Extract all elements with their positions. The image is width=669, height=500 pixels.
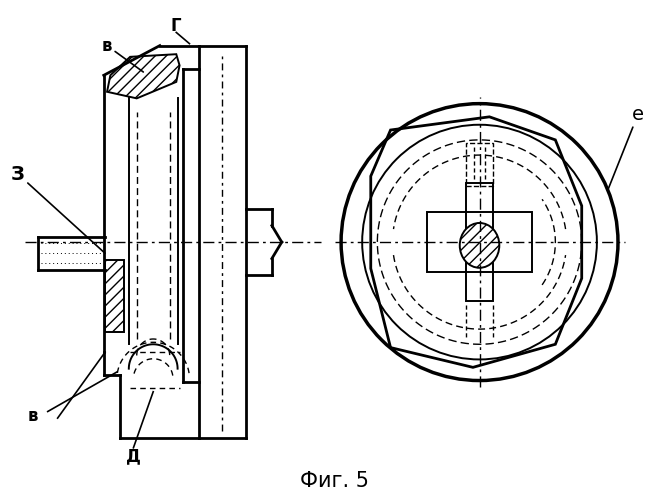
Text: в: в [28,408,38,426]
Bar [466,143,493,186]
Text: Г: Г [171,17,181,35]
Polygon shape [107,54,179,98]
Bar [466,183,493,302]
Bar [105,260,124,332]
Bar [427,212,533,272]
Text: З: З [11,164,105,254]
Text: Д: Д [126,447,141,465]
Text: Фиг. 5: Фиг. 5 [300,470,369,490]
Ellipse shape [460,223,499,268]
Text: е: е [608,106,644,190]
Text: в: в [102,36,143,72]
